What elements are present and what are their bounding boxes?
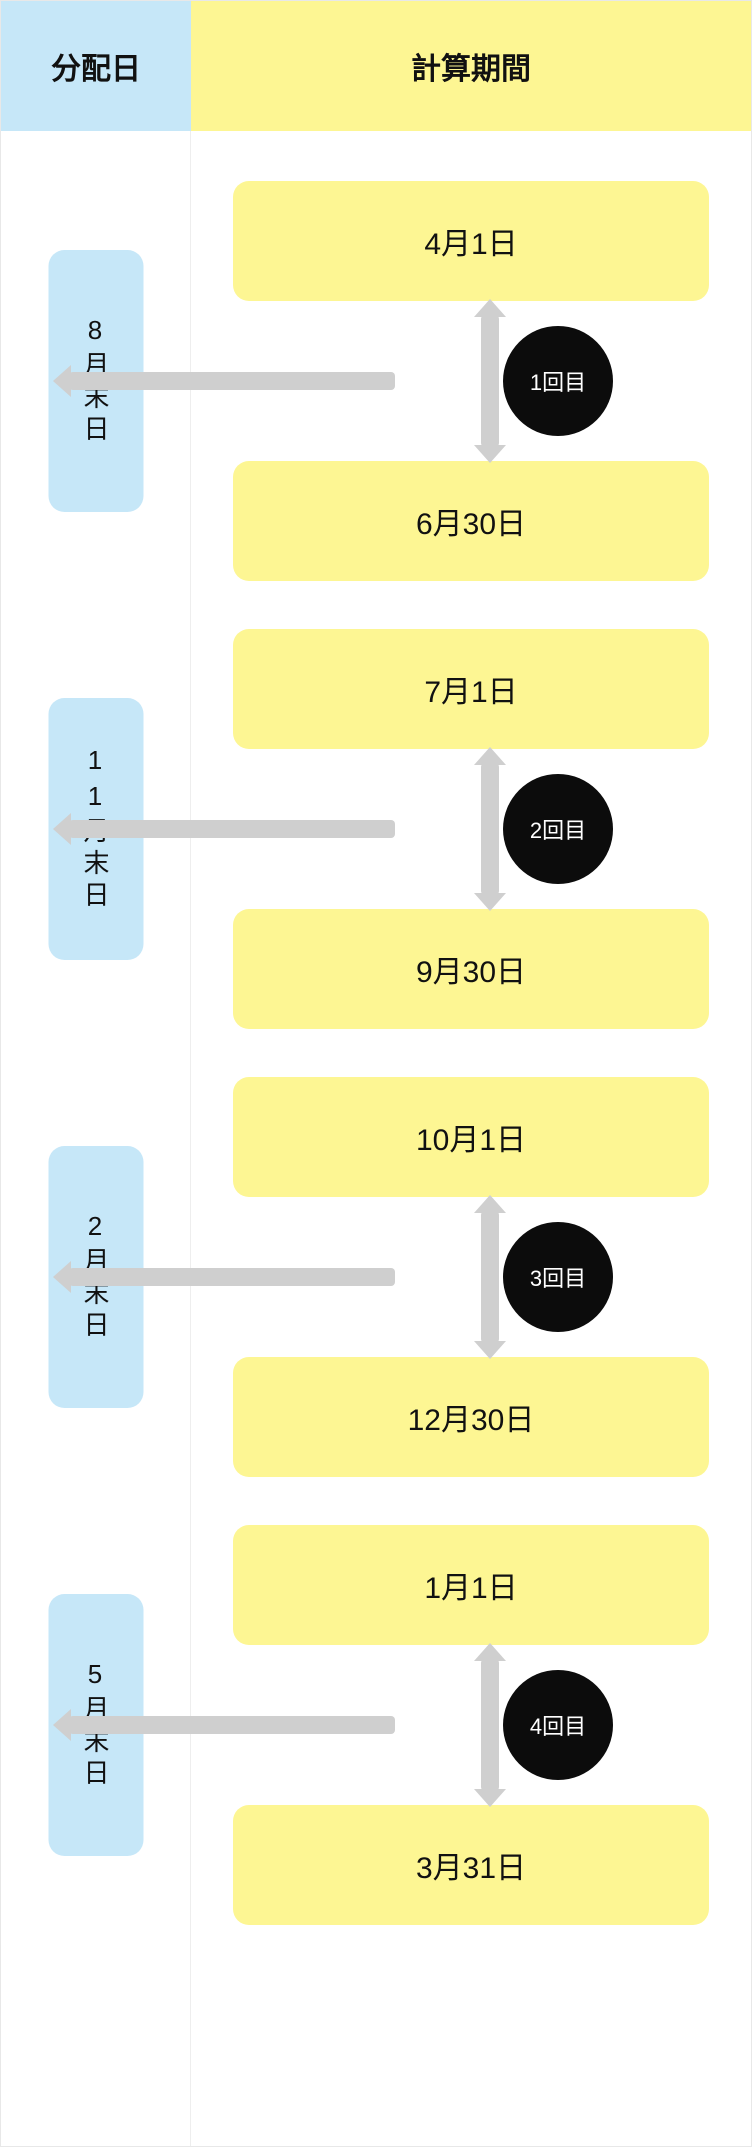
period-column: 4月1日 1回目 6月30日 7月1日 2回目 9月30日 10月1日 3回目 12月30日 1月…: [191, 131, 751, 2146]
period-start-date: 7月1日: [233, 629, 709, 749]
vertical-double-arrow-icon: [481, 1659, 499, 1791]
round-badge: 1回目: [503, 326, 613, 436]
vertical-double-arrow-icon: [481, 763, 499, 895]
horizontal-arrow-icon: [69, 372, 395, 390]
vertical-double-arrow-icon: [481, 315, 499, 447]
period-group: 10月1日 3回目 12月30日: [233, 1077, 709, 1477]
period-end-date: 3月31日: [233, 1805, 709, 1925]
horizontal-arrow-icon: [69, 820, 395, 838]
vertical-double-arrow-icon: [481, 1211, 499, 1343]
round-badge: 4回目: [503, 1670, 613, 1780]
period-end-date: 12月30日: [233, 1357, 709, 1477]
round-badge: 3回目: [503, 1222, 613, 1332]
period-end-date: 9月30日: [233, 909, 709, 1029]
period-connector: 3回目: [233, 1197, 709, 1357]
horizontal-arrow-icon: [69, 1716, 395, 1734]
header-distribution-date: 分配日: [1, 1, 191, 131]
distribution-column: 8月末日11月末日2月末日5月末日: [1, 131, 191, 2146]
round-badge: 2回目: [503, 774, 613, 884]
period-group: 4月1日 1回目 6月30日: [233, 181, 709, 581]
body-row: 8月末日11月末日2月末日5月末日 4月1日 1回目 6月30日 7月1日 2回目 9月3…: [1, 131, 751, 2146]
period-end-date: 6月30日: [233, 461, 709, 581]
period-connector: 1回目: [233, 301, 709, 461]
period-start-date: 4月1日: [233, 181, 709, 301]
period-group: 7月1日 2回目 9月30日: [233, 629, 709, 1029]
period-start-date: 1月1日: [233, 1525, 709, 1645]
period-group: 1月1日 4回目 3月31日: [233, 1525, 709, 1925]
header-calculation-period: 計算期間: [191, 1, 751, 131]
period-connector: 2回目: [233, 749, 709, 909]
header-row: 分配日 計算期間: [1, 1, 751, 131]
period-connector: 4回目: [233, 1645, 709, 1805]
period-start-date: 10月1日: [233, 1077, 709, 1197]
schedule-diagram: 分配日 計算期間 8月末日11月末日2月末日5月末日 4月1日 1回目 6月30日 7…: [0, 0, 752, 2147]
horizontal-arrow-icon: [69, 1268, 395, 1286]
